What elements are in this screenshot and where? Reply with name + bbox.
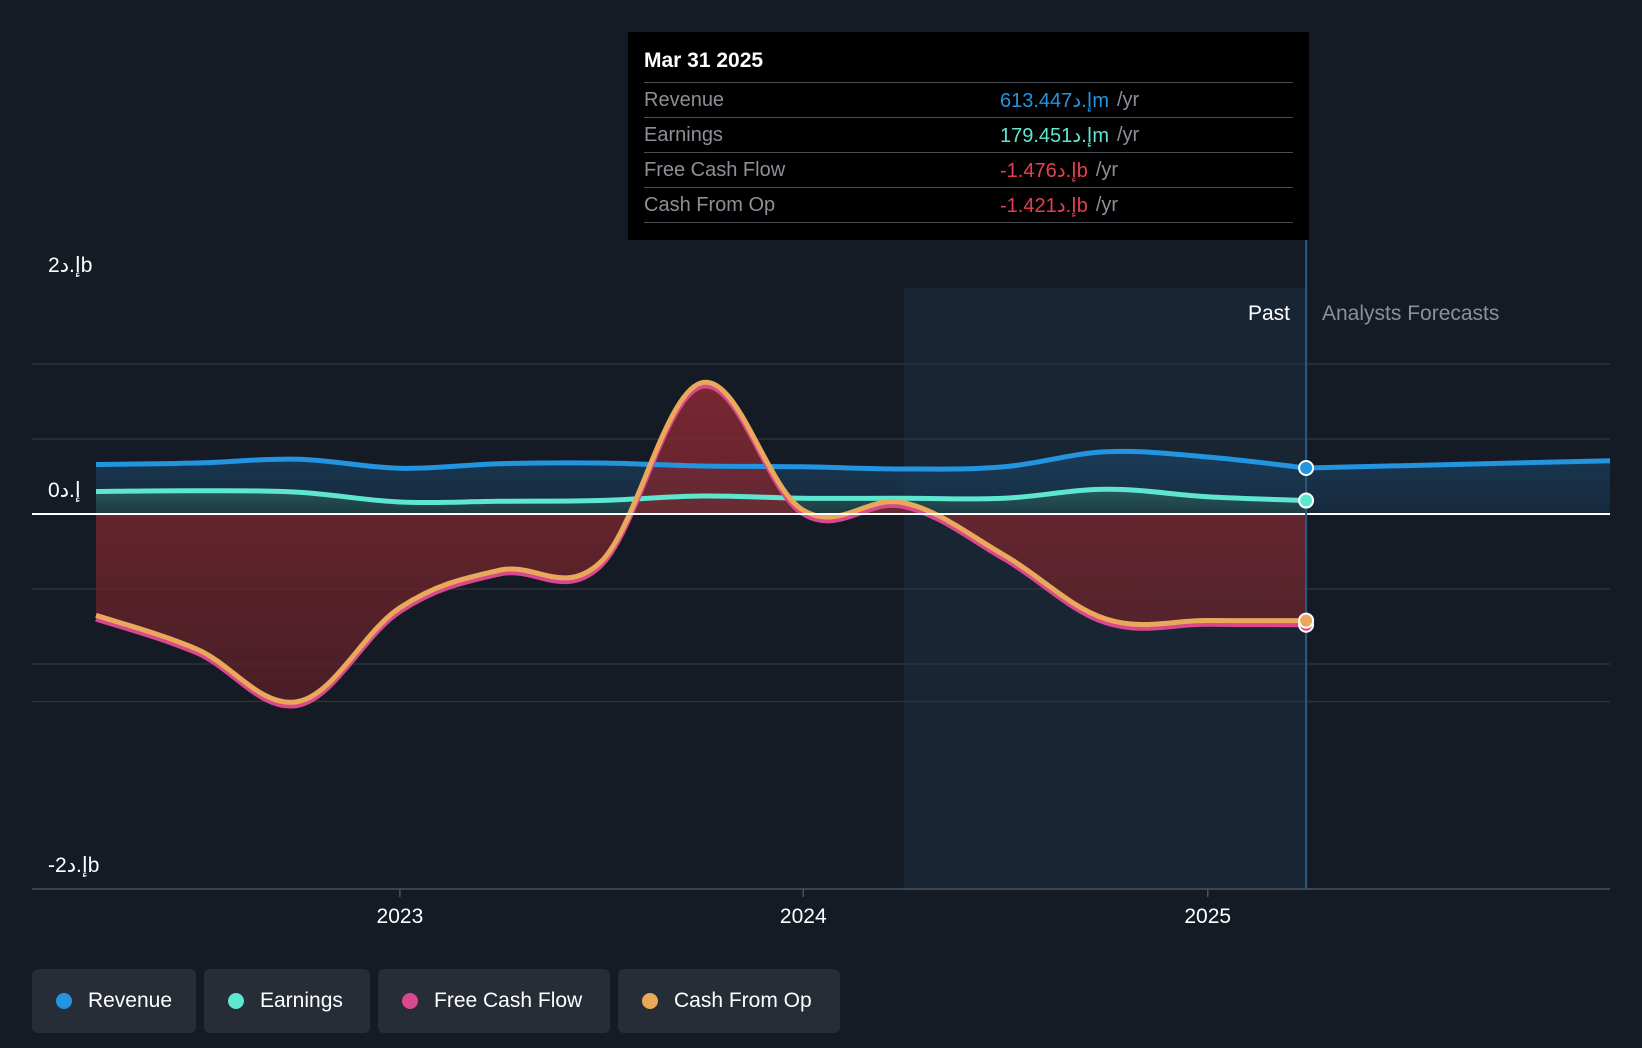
forecast-label: Analysts Forecasts: [1322, 302, 1499, 325]
tooltip-label: Free Cash Flow: [644, 158, 786, 181]
x-tick-label: 2025: [1184, 905, 1231, 928]
hover-markers: [1298, 459, 1315, 633]
series-areas: [96, 382, 1610, 703]
marker-earnings: [1298, 492, 1315, 509]
tooltip-row-earnings: Earnings 179.451إ.دm /yr: [644, 117, 1293, 152]
legend-item-free-cash-flow[interactable]: Free Cash Flow: [378, 969, 610, 1033]
y-label-bottom: -2إ.دb: [48, 854, 99, 878]
x-tick-label: 2023: [377, 905, 424, 928]
y-label-zero: 0إ.د: [48, 479, 81, 503]
line-cash-from-op: [95, 379, 1307, 705]
line-free-cash-flow: [95, 383, 1307, 709]
tooltip-value: 613.447إ.دm: [1000, 89, 1109, 112]
tooltip-row-free-cash-flow: Free Cash Flow -1.476إ.دb /yr: [644, 152, 1293, 187]
y-label-top: 2إ.دb: [48, 254, 92, 278]
tooltip-value: -1.476إ.دb: [1000, 159, 1088, 182]
tooltip: Mar 31 2025 Revenue 613.447إ.دm /yr Earn…: [628, 32, 1309, 240]
tooltip-value: 179.451إ.دm: [1000, 124, 1109, 147]
tooltip-row-cash-from-op: Cash From Op -1.421إ.دb /yr: [644, 187, 1293, 223]
legend-dot-icon: [402, 993, 418, 1009]
marker-cash-from-op: [1298, 612, 1315, 629]
line-earnings: [95, 486, 1307, 506]
tooltip-value: -1.421إ.دb: [1000, 194, 1088, 217]
legend: Revenue Earnings Free Cash Flow Cash Fro…: [32, 969, 840, 1033]
series-lines: [95, 379, 1611, 709]
past-label: Past: [1248, 302, 1290, 325]
legend-label: Cash From Op: [674, 989, 812, 1012]
legend-dot-icon: [642, 993, 658, 1009]
legend-item-cash-from-op[interactable]: Cash From Op: [618, 969, 840, 1033]
tooltip-unit: /yr: [1095, 158, 1119, 181]
tooltip-label: Cash From Op: [644, 193, 776, 216]
marker-revenue: [1298, 459, 1315, 476]
x-axis: 2023 2024 2025: [377, 889, 1231, 928]
legend-label: Free Cash Flow: [434, 989, 583, 1012]
area-cash-from-op: [96, 382, 1307, 703]
tooltip-label: Earnings: [644, 123, 723, 146]
legend-dot-icon: [56, 993, 72, 1009]
legend-item-earnings[interactable]: Earnings: [204, 969, 370, 1033]
tooltip-label: Revenue: [644, 88, 725, 111]
legend-item-revenue[interactable]: Revenue: [32, 969, 196, 1033]
legend-label: Earnings: [260, 989, 343, 1012]
tooltip-row-revenue: Revenue 613.447إ.دm /yr: [644, 82, 1293, 117]
tooltip-unit: /yr: [1095, 193, 1119, 216]
legend-label: Revenue: [87, 989, 172, 1012]
x-tick-label: 2024: [780, 905, 827, 928]
tooltip-unit: /yr: [1117, 88, 1140, 111]
legend-dot-icon: [228, 993, 244, 1009]
tooltip-unit: /yr: [1117, 123, 1140, 146]
line-revenue: [95, 448, 1307, 472]
forecast-line-revenue: [1306, 458, 1611, 471]
tooltip-date: Mar 31 2025: [644, 49, 764, 72]
